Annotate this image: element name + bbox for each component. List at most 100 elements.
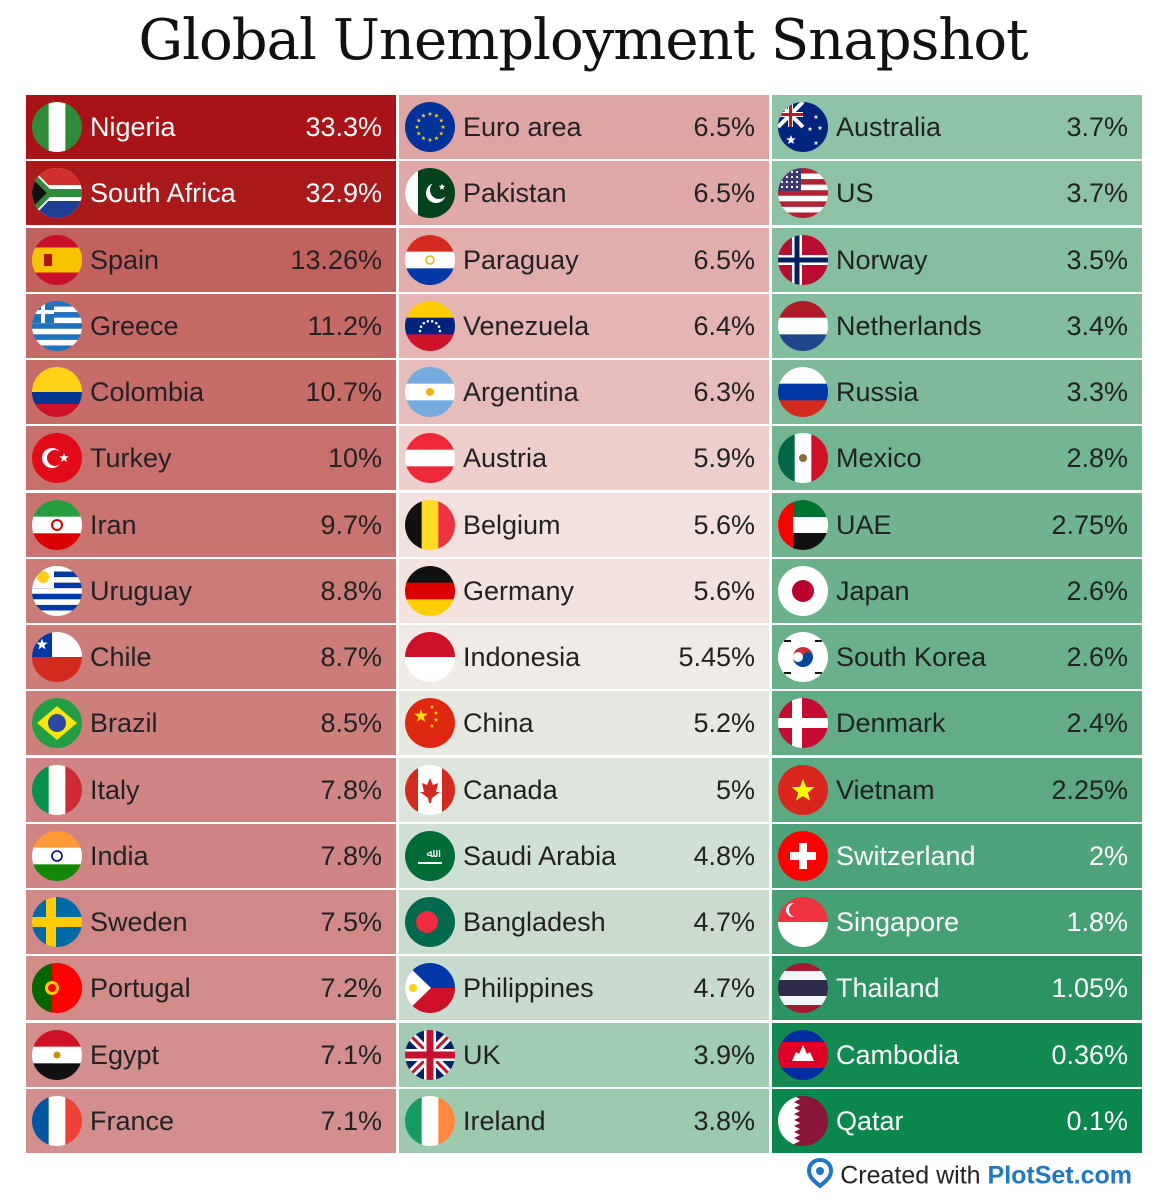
country-name: Germany [463,575,575,606]
table-row: Denmark 2.4% [772,691,1142,756]
unemployment-rate: 6.4% [693,310,755,341]
unemployment-rate: 2.6% [1066,575,1128,606]
saudi-arabia-flag-icon: ﷲ [405,830,455,881]
country-name: Portugal [90,973,191,1004]
table-row: Bangladesh 4.7% [399,890,769,954]
country-name: Denmark [836,708,946,739]
country-name: Mexico [836,443,922,474]
unemployment-rate: 6.5% [693,112,755,142]
unemployment-rate: 7.5% [320,907,382,937]
unemployment-rate: 2.6% [1066,642,1128,672]
table-row: Paraguay 6.5% [399,227,769,292]
country-name: UAE [836,509,892,540]
unemployment-rate: 1.8% [1066,907,1128,937]
country-name: Chile [90,642,152,672]
country-name: Pakistan [463,178,567,209]
country-name: Austria [463,443,548,474]
south-korea-flag-icon [778,632,828,682]
belgium-flag-icon [405,499,455,550]
country-name: Colombia [90,377,205,407]
table-row: Australia 3.7% [772,95,1142,159]
footer-brand[interactable]: PlotSet.com [987,1161,1132,1190]
table-row: Cambodia 0.36% [772,1022,1142,1087]
country-name: Indonesia [463,642,581,672]
thailand-flag-icon [778,963,828,1014]
country-name: Euro area [463,112,582,142]
unemployment-rate: 9.7% [320,509,382,540]
pakistan-flag-icon [405,168,455,219]
denmark-flag-icon [778,698,828,749]
unemployment-rate: 3.3% [1066,377,1128,407]
argentina-flag-icon [405,367,455,417]
paraguay-flag-icon [405,234,455,285]
table-row: Iran 9.7% [26,492,396,557]
country-name: Ireland [463,1105,546,1136]
unemployment-rate: 33.3% [305,112,382,142]
unemployment-rate: 4.7% [693,907,755,937]
unemployment-rate: 10.7% [305,377,382,407]
unemployment-rate: 1.05% [1051,973,1128,1004]
sweden-flag-icon [32,897,82,947]
table-row: India 7.8% [26,823,396,888]
table-row: South Africa 32.9% [26,161,396,226]
unemployment-rate: 3.4% [1066,310,1128,341]
switzerland-flag-icon [778,830,828,881]
canada-flag-icon [405,764,455,815]
unemployment-rate: 7.1% [320,1105,382,1136]
footer-credit[interactable]: Created with PlotSet.com [806,1157,1132,1190]
table-row: Norway 3.5% [772,227,1142,292]
country-name: Philippines [463,973,594,1004]
table-row: Switzerland 2% [772,823,1142,888]
unemployment-rate: 6.5% [693,178,755,209]
country-name: UK [463,1039,501,1070]
italy-flag-icon [32,764,82,815]
unemployment-rate: 7.2% [320,973,382,1004]
table-row: Uruguay 8.8% [26,558,396,623]
unemployment-rate: 13.26% [290,244,382,275]
france-flag-icon [32,1095,82,1146]
country-name: Norway [836,244,928,275]
table-column: Nigeria 33.3% South Africa 32.9% Spain 13.26%… [26,94,396,1154]
china-flag-icon [405,698,455,749]
us-flag-icon [778,168,828,219]
table-row: ﷲ Saudi Arabia 4.8% [399,823,769,888]
plotset-logo-icon [806,1157,834,1196]
colombia-flag-icon [32,367,82,417]
country-name: Netherlands [836,310,982,341]
country-name: Bangladesh [463,907,606,937]
unemployment-rate: 0.1% [1066,1105,1128,1136]
table-row: Turkey 10% [26,426,396,491]
country-name: Iran [90,509,137,540]
country-name: Qatar [836,1105,904,1136]
table-column: Euro area 6.5% Pakistan 6.5% Paraguay 6.5% Ven… [399,94,769,1154]
unemployment-rate: 3.8% [693,1105,755,1136]
chile-flag-icon [32,632,82,682]
venezuela-flag-icon [405,300,455,351]
table-row: Canada 5% [399,757,769,822]
table-row: Greece 11.2% [26,293,396,358]
country-name: Nigeria [90,112,176,142]
unemployment-rate: 32.9% [305,178,382,209]
table-row: Qatar 0.1% [772,1088,1142,1153]
country-name: Thailand [836,973,940,1004]
country-name: Vietnam [836,774,935,805]
unemployment-rate: 2.75% [1051,509,1128,540]
country-name: China [463,708,534,739]
country-name: Saudi Arabia [463,840,617,871]
unemployment-rate: 5.6% [693,575,755,606]
norway-flag-icon [778,234,828,285]
table-row: Japan 2.6% [772,558,1142,623]
country-name: Switzerland [836,840,976,871]
unemployment-rate: 7.1% [320,1039,382,1070]
table-row: Philippines 4.7% [399,956,769,1021]
country-name: Australia [836,112,942,142]
table-row: Belgium 5.6% [399,492,769,557]
country-name: Uruguay [90,575,193,606]
greece-flag-icon [32,300,82,351]
germany-flag-icon [405,565,455,616]
unemployment-rate: 5.6% [693,509,755,540]
footer-prefix: Created with [840,1161,988,1190]
unemployment-rate: 2.25% [1051,774,1128,805]
country-name: Egypt [90,1039,160,1070]
country-name: Canada [463,774,558,805]
